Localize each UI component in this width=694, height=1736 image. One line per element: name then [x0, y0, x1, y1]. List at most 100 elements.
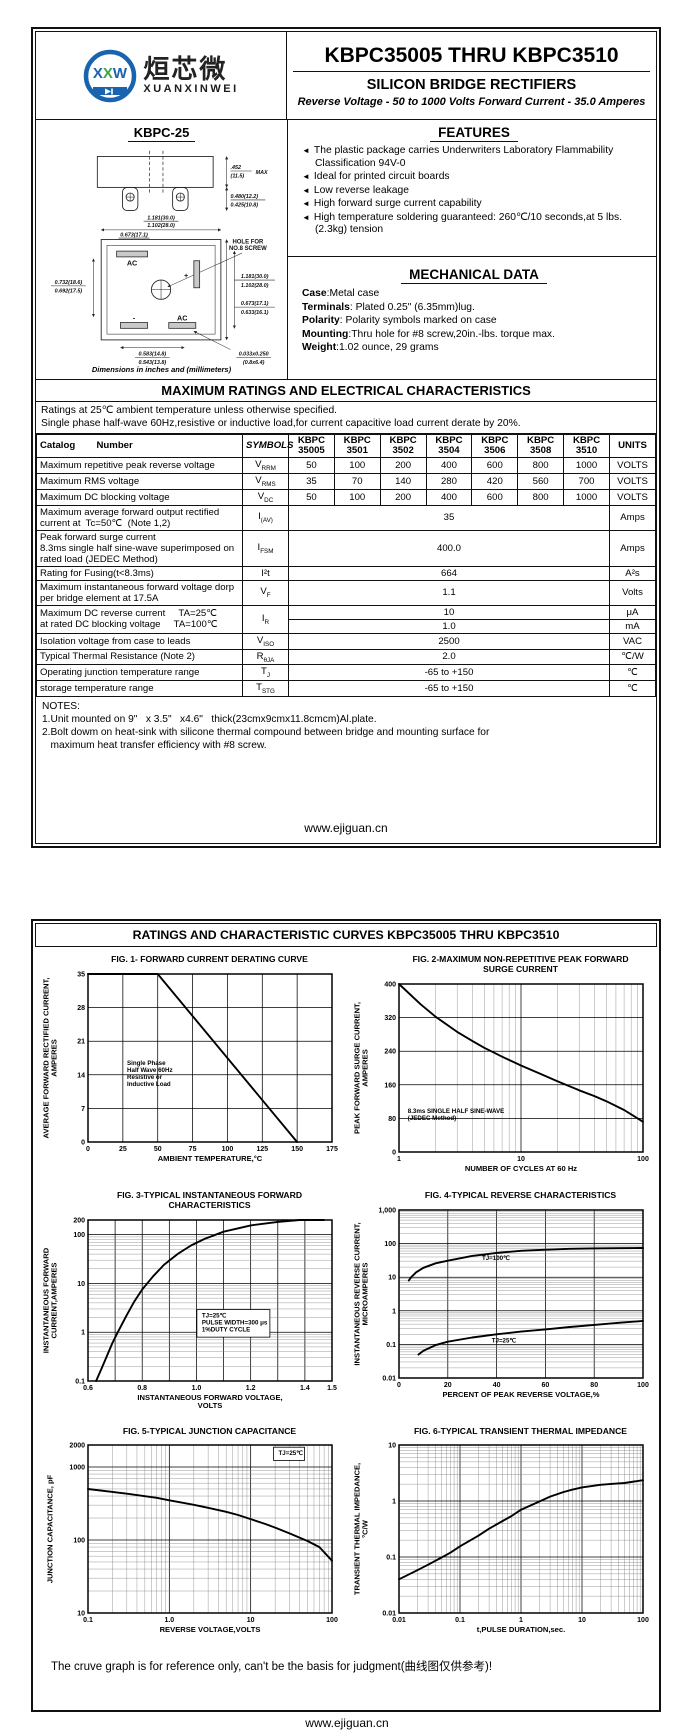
- feature-item: ◄ The plastic package carries Underwriter…: [302, 145, 614, 169]
- svg-text:INSTANTANEOUS REVERSE CURRENT,: INSTANTANEOUS REVERSE CURRENT,: [352, 1222, 361, 1365]
- svg-text:AC: AC: [177, 314, 188, 323]
- svg-text:INSTANTANEOUS FORWARD VOLTAGE,: INSTANTANEOUS FORWARD VOLTAGE,: [137, 1393, 282, 1402]
- row-label: Maximum instantaneous forward voltage do…: [36, 579, 243, 606]
- conditions-line-2: Single phase half-wave 60Hz,resistive or…: [41, 418, 521, 430]
- row-value: 35: [288, 472, 335, 490]
- svg-text:(JEDEC Method): (JEDEC Method): [407, 1115, 455, 1122]
- svg-text:0: 0: [86, 1146, 90, 1153]
- row-value: 1.0: [288, 618, 610, 634]
- row-value: 100: [333, 456, 381, 474]
- package-drawing-section: KBPC-25 .452 (11: [36, 120, 288, 379]
- chart-fig1: 0 25 50 75 100 125 150 175 0 7 14 21 28 35 Single Phas…: [41, 971, 338, 1163]
- svg-text:REVERSE VOLTAGE,VOLTS: REVERSE VOLTAGE,VOLTS: [159, 1625, 260, 1634]
- svg-text:100: 100: [73, 1232, 85, 1239]
- svg-text:50: 50: [153, 1146, 161, 1153]
- row-value: 50: [288, 488, 335, 506]
- row-value: 50: [288, 456, 335, 474]
- row-symbol: IR: [242, 604, 289, 634]
- col-part: KBPC 3502: [379, 433, 427, 458]
- mechanical-item: Terminals: Plated 0.25" (6.35mm)lug.: [302, 301, 475, 313]
- row-label: Maximum DC reverse current TA=25℃ at rate…: [36, 604, 243, 634]
- svg-text:21: 21: [77, 1039, 85, 1046]
- svg-text:240: 240: [384, 1048, 396, 1055]
- bullet-arrow-icon: ◄: [302, 185, 310, 195]
- row-value: 2500: [288, 632, 610, 650]
- row-symbol: IFSM: [242, 529, 289, 567]
- svg-text:1,000: 1,000: [378, 1207, 396, 1214]
- svg-text:80: 80: [388, 1116, 396, 1123]
- row-value: 70: [333, 472, 381, 490]
- svg-text:AMBIENT TEMPERATURE,°C: AMBIENT TEMPERATURE,°C: [157, 1154, 262, 1163]
- row-unit: A²s: [609, 565, 656, 581]
- row-value: 800: [517, 456, 565, 474]
- row-symbol: VF: [242, 579, 289, 606]
- row-value: 10: [288, 604, 610, 620]
- svg-text:PEAK FORWARD SURGE CURRENT,: PEAK FORWARD SURGE CURRENT,: [352, 1002, 361, 1134]
- features-section: FEATURES ◄ The plastic package carries Un…: [288, 120, 656, 257]
- notes-heading: NOTES:: [42, 701, 80, 713]
- svg-text:100: 100: [637, 1617, 649, 1624]
- figure-title: FIG. 4-TYPICAL REVERSE CHARACTERISTICS: [424, 1189, 617, 1200]
- svg-text:+: +: [184, 271, 188, 280]
- svg-text:MICROAMPERES: MICROAMPERES: [360, 1262, 369, 1325]
- figure-title: FIG. 6-TYPICAL TRANSIENT THERMAL IMPEDAN…: [413, 1425, 628, 1436]
- row-value: 420: [471, 472, 519, 490]
- svg-text:NUMBER OF CYCLES AT 60 Hz: NUMBER OF CYCLES AT 60 Hz: [464, 1164, 576, 1173]
- svg-text:10: 10: [517, 1156, 525, 1163]
- doc-tagline: Reverse Voltage - 50 to 1000 Volts Forwa…: [297, 95, 646, 108]
- col-part: KBPC 3510: [563, 433, 610, 458]
- svg-text:0.633(16.1): 0.633(16.1): [240, 310, 268, 316]
- figure-fig6: FIG. 6-TYPICAL TRANSIENT THERMAL IMPEDAN…: [351, 1425, 653, 1649]
- chart-fig2: 1 10 100 0 80 160 240 320 400 8.3ms SINGLE HALF S…: [352, 981, 649, 1173]
- svg-text:175: 175: [326, 1146, 338, 1153]
- figure-fig4: FIG. 4-TYPICAL REVERSE CHARACTERISTICS 0 2…: [351, 1189, 653, 1423]
- svg-text:0.8: 0.8: [137, 1385, 147, 1392]
- row-label: storage temperature range: [36, 680, 243, 698]
- figure-title: FIG. 1- FORWARD CURRENT DERATING CURVE: [111, 954, 308, 964]
- svg-text:0.1: 0.1: [75, 1378, 85, 1385]
- table-row: Peak forward surge current 8.3ms single h…: [36, 529, 656, 567]
- mechanical-item: Mounting:Thru hole for #8 screw,20in.-lb…: [302, 328, 555, 340]
- mechanical-data-section: MECHANICAL DATA Case:Metal case Terminals…: [288, 257, 656, 379]
- feature-item: ◄ High forward surge current capability: [302, 198, 482, 210]
- svg-text:1: 1: [397, 1156, 401, 1163]
- svg-text:1: 1: [392, 1499, 396, 1506]
- svg-text:MAX: MAX: [255, 170, 267, 176]
- svg-text:100: 100: [637, 1156, 649, 1163]
- note-line: maximum heat transfer efficiency with #8…: [42, 740, 267, 752]
- brand-logo: XXW 烜芯微 XUANXINWEI: [36, 32, 286, 119]
- svg-text:60: 60: [541, 1382, 549, 1389]
- svg-text:0.01: 0.01: [382, 1375, 396, 1382]
- row-symbol: RθJA: [242, 648, 289, 666]
- drawing-caption: Dimensions in inches and (millimeters): [91, 365, 232, 374]
- figure-fig2: FIG. 2-MAXIMUM NON-REPETITIVE PEAK FORWA…: [351, 954, 653, 1187]
- svg-text:AC: AC: [126, 259, 137, 268]
- package-name: KBPC-25: [127, 125, 196, 142]
- row-value: 560: [517, 472, 565, 490]
- notes-section: NOTES: 1.Unit mounted on 9" x 3.5" x4.6" …: [36, 697, 656, 815]
- brand-logo-icon: XXW: [84, 49, 137, 102]
- row-value: 200: [379, 488, 427, 506]
- col-symbols: SYMBOLS: [242, 433, 293, 458]
- chart-curve-cj: [86, 1488, 333, 1563]
- chart-fig3: 0.6 0.8 1.0 1.2 1.4 1.5 0.1 1 10 100 200 TJ=25℃PULS…: [41, 1217, 336, 1410]
- svg-text:TJ=25℃: TJ=25℃: [491, 1337, 516, 1344]
- row-value: -65 to +150: [288, 664, 610, 682]
- bullet-arrow-icon: ◄: [302, 212, 310, 222]
- row-value: 400: [425, 488, 473, 506]
- chart-fig5: 0.1 1.0 10 100 10 100 1000 2000 TJ=25℃ REVERSE VO…: [45, 1443, 337, 1635]
- row-label: Typical Thermal Resistance (Note 2): [36, 648, 243, 666]
- svg-text:160: 160: [384, 1082, 396, 1089]
- mechanical-heading: MECHANICAL DATA: [401, 267, 547, 284]
- table-row: Maximum DC blocking voltage VDC 50 100 200 40…: [36, 488, 656, 506]
- row-value: 600: [471, 456, 519, 474]
- svg-text:HOLE FOR: HOLE FOR: [232, 239, 264, 245]
- charts-grid: FIG. 1- FORWARD CURRENT DERATING CURVE 0 2…: [35, 951, 657, 1648]
- package-outline-drawing: .452 (11.5) MAX 0.480(12.2) 0.425(10.8) …: [50, 150, 275, 365]
- svg-text:1.181(30.0): 1.181(30.0): [240, 274, 268, 280]
- row-value: 200: [379, 456, 427, 474]
- svg-text:80: 80: [590, 1382, 598, 1389]
- row-label: Peak forward surge current 8.3ms single h…: [36, 529, 243, 567]
- svg-text:10: 10: [77, 1611, 85, 1618]
- chart-curve-derating: [86, 972, 298, 1143]
